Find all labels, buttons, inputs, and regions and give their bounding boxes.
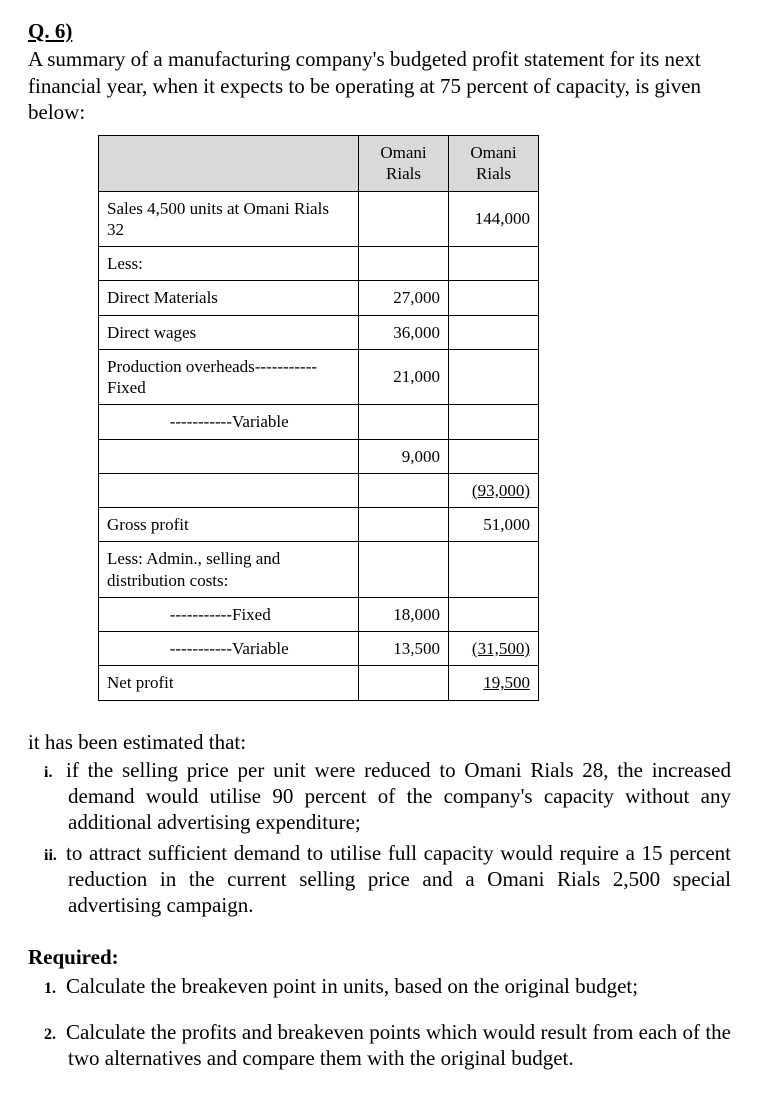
row-desc: Sales 4,500 units at Omani Rials 32 xyxy=(99,191,359,247)
row-c1 xyxy=(359,473,449,507)
table-row: 9,000 xyxy=(99,439,539,473)
scenario-text: to attract sufficient demand to utilise … xyxy=(66,841,731,918)
desc-suffix: Variable xyxy=(232,412,289,431)
desc-suffix: Variable xyxy=(232,639,289,658)
required-list: 1.Calculate the breakeven point in units… xyxy=(28,973,731,1072)
required-item: 1.Calculate the breakeven point in units… xyxy=(28,973,731,999)
dash-prefix: ----------- xyxy=(107,604,232,625)
row-c2: 144,000 xyxy=(449,191,539,247)
row-c1: 18,000 xyxy=(359,597,449,631)
row-c2: (93,000) xyxy=(449,473,539,507)
row-desc xyxy=(99,473,359,507)
row-desc: -----------Variable xyxy=(99,405,359,439)
table-row: Net profit 19,500 xyxy=(99,666,539,700)
row-c2: (31,500) xyxy=(449,632,539,666)
dash-prefix: ----------- xyxy=(107,638,232,659)
required-text: Calculate the breakeven point in units, … xyxy=(66,974,638,998)
marker-ii: ii. xyxy=(44,846,66,866)
intro-text: A summary of a manufacturing company's b… xyxy=(28,46,731,125)
row-desc: Net profit xyxy=(99,666,359,700)
row-c2: 19,500 xyxy=(449,666,539,700)
row-c1: 36,000 xyxy=(359,315,449,349)
table-row: Direct Materials 27,000 xyxy=(99,281,539,315)
marker-i: i. xyxy=(44,763,66,783)
scenario-text: if the selling price per unit were reduc… xyxy=(66,758,731,835)
row-c1: 21,000 xyxy=(359,349,449,405)
row-c1: 13,500 xyxy=(359,632,449,666)
required-text: Calculate the profits and breakeven poin… xyxy=(66,1020,731,1070)
budget-table: Omani Rials Omani Rials Sales 4,500 unit… xyxy=(98,135,539,701)
table-row: -----------Variable xyxy=(99,405,539,439)
row-c2 xyxy=(449,542,539,598)
row-desc: -----------Variable xyxy=(99,632,359,666)
estimate-intro: it has been estimated that: xyxy=(28,729,731,755)
header-blank xyxy=(99,136,359,192)
row-desc: Direct Materials xyxy=(99,281,359,315)
row-c1 xyxy=(359,405,449,439)
table-row: -----------Fixed 18,000 xyxy=(99,597,539,631)
row-c1 xyxy=(359,542,449,598)
required-item: 2.Calculate the profits and breakeven po… xyxy=(28,1019,731,1072)
row-c2 xyxy=(449,405,539,439)
row-c1 xyxy=(359,666,449,700)
question-label: Q. 6) xyxy=(28,19,72,43)
row-c1: 9,000 xyxy=(359,439,449,473)
row-c2 xyxy=(449,315,539,349)
table-row: Sales 4,500 units at Omani Rials 32 144,… xyxy=(99,191,539,247)
row-c2 xyxy=(449,247,539,281)
row-c1 xyxy=(359,247,449,281)
row-c1 xyxy=(359,508,449,542)
table-row: Less: xyxy=(99,247,539,281)
row-c2 xyxy=(449,597,539,631)
scenario-list: i.if the selling price per unit were red… xyxy=(28,757,731,919)
row-desc: Direct wages xyxy=(99,315,359,349)
row-desc: Production overheads-----------Fixed xyxy=(99,349,359,405)
table-row: (93,000) xyxy=(99,473,539,507)
table-header-row: Omani Rials Omani Rials xyxy=(99,136,539,192)
scenario-item: ii.to attract sufficient demand to utili… xyxy=(28,840,731,919)
header-col2: Omani Rials xyxy=(449,136,539,192)
marker-2: 2. xyxy=(44,1025,66,1045)
desc-suffix: Fixed xyxy=(232,605,271,624)
header-col1: Omani Rials xyxy=(359,136,449,192)
marker-1: 1. xyxy=(44,979,66,999)
row-c2 xyxy=(449,439,539,473)
row-c2 xyxy=(449,281,539,315)
scenario-item: i.if the selling price per unit were red… xyxy=(28,757,731,836)
row-c1: 27,000 xyxy=(359,281,449,315)
row-desc: Less: xyxy=(99,247,359,281)
row-desc: Less: Admin., selling and distribution c… xyxy=(99,542,359,598)
table-row: Less: Admin., selling and distribution c… xyxy=(99,542,539,598)
table-row: -----------Variable 13,500 (31,500) xyxy=(99,632,539,666)
dash-prefix: ----------- xyxy=(107,411,232,432)
row-c2 xyxy=(449,349,539,405)
row-desc: Gross profit xyxy=(99,508,359,542)
row-desc: -----------Fixed xyxy=(99,597,359,631)
row-c2: 51,000 xyxy=(449,508,539,542)
table-row: Gross profit 51,000 xyxy=(99,508,539,542)
row-c1 xyxy=(359,191,449,247)
required-heading: Required: xyxy=(28,944,731,970)
row-desc xyxy=(99,439,359,473)
table-row: Production overheads-----------Fixed 21,… xyxy=(99,349,539,405)
table-row: Direct wages 36,000 xyxy=(99,315,539,349)
